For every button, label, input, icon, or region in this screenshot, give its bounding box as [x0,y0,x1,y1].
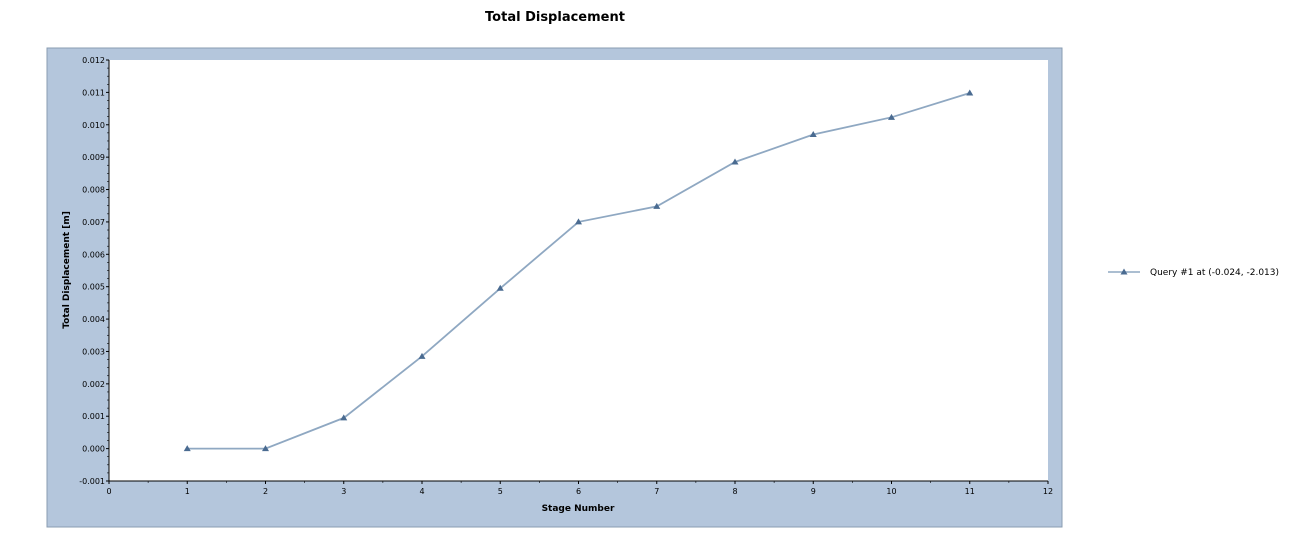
chart-title: Total Displacement [485,10,625,25]
legend-label: Query #1 at (-0.024, -2.013) [1150,268,1279,278]
x-axis-title: Stage Number [542,504,615,514]
x-tick-label: 9 [811,487,816,496]
y-tick-label: 0.009 [82,153,105,162]
legend-marker-icon [1120,268,1128,275]
data-point-marker [418,352,426,359]
data-point-marker [653,202,661,209]
y-tick-label: 0.002 [82,380,105,389]
data-point-marker [575,218,582,225]
y-tick-label: 0.007 [82,218,105,227]
series-layer [183,89,974,452]
data-point-marker [183,445,191,452]
y-tick-label: 0.005 [82,283,105,292]
x-tick-label: 5 [498,487,503,496]
y-tick-label: 0.003 [82,347,105,356]
y-tick-label: 0.001 [82,412,105,421]
x-tick-label: 12 [1043,487,1053,496]
y-tick-label: 0.008 [82,186,105,195]
y-tick-label: 0.000 [82,445,105,454]
data-point-marker [809,130,817,137]
data-point-marker [731,158,739,165]
x-tick-label: 1 [185,487,190,496]
y-axis-title: Total Displacement [m] [62,211,72,329]
x-tick-label: 10 [886,487,896,496]
legend: Query #1 at (-0.024, -2.013) [1108,268,1279,278]
x-tick-label: 4 [419,487,424,496]
x-tick-label: 3 [341,487,346,496]
x-tick-label: 8 [732,487,737,496]
x-tick-label: 7 [654,487,659,496]
data-point-marker [262,445,269,452]
data-point-marker [966,89,974,96]
y-tick-label: 0.010 [82,121,105,130]
y-tick-label: 0.012 [82,56,105,65]
data-point-marker [888,113,895,120]
x-tick-label: 2 [263,487,268,496]
y-tick-label: 0.011 [82,88,105,97]
plot-area [109,60,1048,481]
data-point-marker [340,414,348,421]
data-point-marker [496,284,504,291]
x-tick-label: 0 [106,487,111,496]
y-tick-label: 0.004 [82,315,105,324]
y-tick-label: -0.001 [79,477,105,486]
x-tick-label: 6 [576,487,581,496]
x-tick-label: 11 [965,487,975,496]
axes: -0.001 0.000 0.001 0.002 0.003 0.004 0.005 0.00… [79,56,1053,496]
y-tick-label: 0.006 [82,250,105,259]
